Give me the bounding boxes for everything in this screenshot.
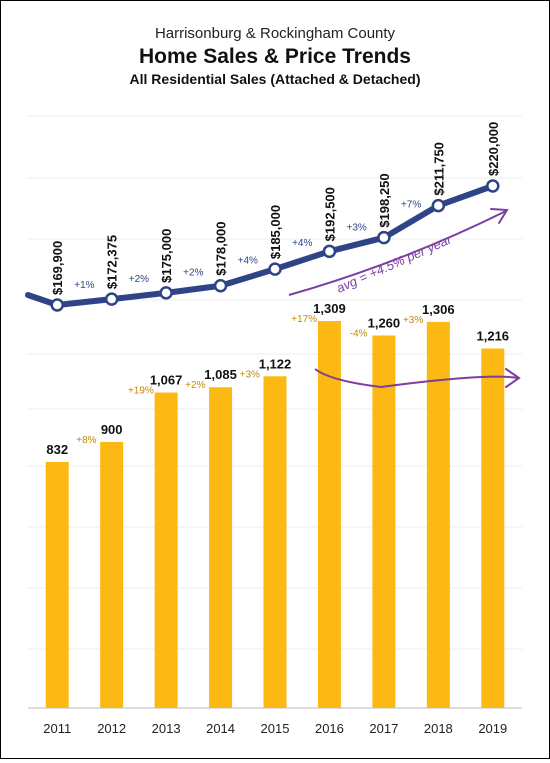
price-point-2017 — [377, 230, 391, 245]
price-label-2015: $185,000 — [268, 205, 283, 259]
x-tick-2015: 2015 — [261, 721, 290, 736]
bar-label-2014: 1,085 — [204, 367, 237, 382]
chart-title-line1: Harrisonburg & Rockingham County — [155, 25, 396, 42]
chart-subtitle: All Residential Sales (Attached & Detach… — [130, 71, 421, 87]
bar-label-2016: 1,309 — [313, 301, 346, 316]
chart-title: Home Sales & Price Trends — [139, 45, 411, 68]
bar-2018 — [426, 321, 450, 708]
bar-2013 — [154, 392, 178, 708]
bar-2017 — [372, 335, 396, 708]
bar-2014 — [209, 387, 233, 708]
price-point-2011 — [50, 298, 64, 312]
price-point-2019 — [486, 179, 500, 193]
trend-arrow — [288, 210, 507, 296]
bar-2012 — [100, 441, 124, 708]
price-label-2011: $169,900 — [50, 241, 65, 295]
x-tick-2019: 2019 — [478, 721, 507, 736]
bar-label-2015: 1,122 — [259, 356, 292, 371]
price-point-2012 — [104, 292, 119, 306]
bar-change-label: +2% — [185, 380, 205, 391]
bar-change-label: +17% — [291, 314, 317, 325]
x-tick-2012: 2012 — [97, 721, 126, 736]
price-point-2015 — [268, 262, 282, 276]
bar-change-label: -4% — [350, 328, 368, 339]
x-tick-2018: 2018 — [424, 721, 453, 736]
x-tick-2016: 2016 — [315, 721, 344, 736]
price-change-label: +7% — [401, 200, 421, 211]
bar-label-2011: 832 — [46, 442, 68, 457]
price-point-2018 — [431, 198, 446, 213]
x-tick-2017: 2017 — [369, 721, 398, 736]
price-label-2017: $198,250 — [377, 173, 392, 227]
price-label-2013: $175,000 — [159, 229, 174, 283]
price-line — [25, 183, 496, 308]
price-point-2016 — [322, 244, 337, 259]
bar-2019 — [481, 348, 505, 708]
flat-arrowhead — [505, 368, 521, 388]
price-label-2012: $172,375 — [105, 235, 120, 289]
price-label-2019: $220,000 — [486, 122, 501, 176]
price-label-2016: $192,500 — [322, 187, 337, 241]
trend-annotation: avg = +4.5% per year — [334, 231, 454, 296]
bar-2016 — [317, 321, 341, 708]
bar-label-2013: 1,067 — [150, 373, 183, 388]
bar-label-2018: 1,306 — [422, 302, 455, 317]
price-change-label: +1% — [74, 280, 94, 291]
price-change-label: +3% — [347, 222, 367, 233]
price-change-label: +2% — [183, 267, 203, 278]
bar-2015 — [263, 376, 287, 708]
bar-change-label: +19% — [128, 386, 154, 397]
price-point-2014 — [213, 279, 228, 293]
trend-arrowhead — [490, 208, 509, 224]
x-tick-2014: 2014 — [206, 721, 235, 736]
price-label-2014: $178,000 — [214, 222, 229, 276]
price-change-label: +4% — [292, 238, 312, 249]
x-tick-2013: 2013 — [152, 721, 181, 736]
price-label-2018: $211,750 — [431, 142, 446, 196]
bar-change-label: +3% — [240, 369, 260, 380]
x-tick-2011: 2011 — [43, 721, 71, 736]
bar-label-2019: 1,216 — [477, 328, 510, 343]
bar-2011 — [45, 462, 69, 708]
price-change-label: +2% — [129, 274, 149, 285]
bar-label-2017: 1,260 — [368, 315, 401, 330]
price-point-2013 — [159, 286, 173, 300]
price-change-label: +4% — [238, 255, 258, 266]
bar-change-label: +8% — [76, 435, 96, 446]
flat-arrow — [314, 368, 519, 389]
bar-label-2012: 900 — [101, 422, 123, 437]
bar-change-label: +3% — [403, 315, 423, 326]
